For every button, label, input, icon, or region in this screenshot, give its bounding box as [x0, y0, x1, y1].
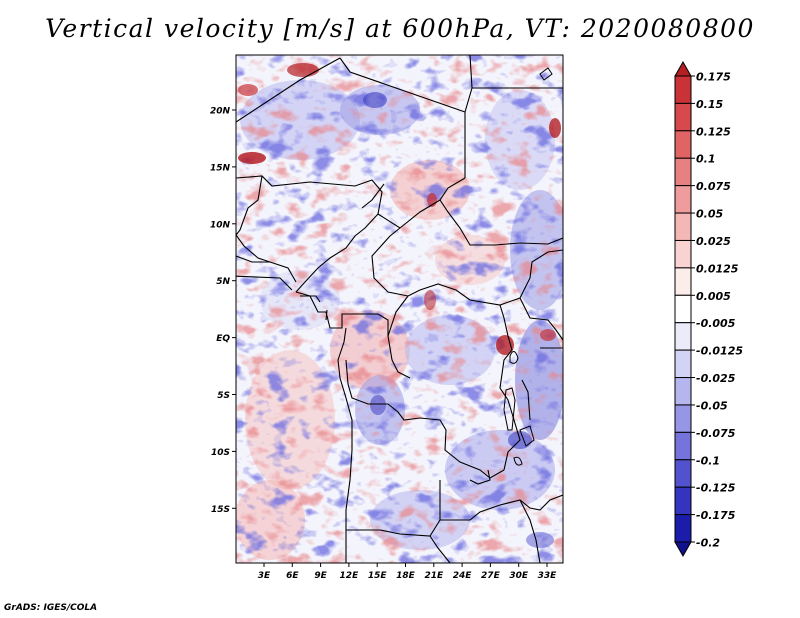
colorbar-box	[674, 239, 692, 269]
lat-label: 10S	[211, 448, 230, 458]
colorbar-label: 0.175	[696, 71, 731, 84]
colorbar-label: -0.0125	[696, 345, 743, 358]
lon-label: 3E	[258, 571, 271, 581]
colorbar-label: -0.075	[696, 427, 736, 440]
colorbar-box	[674, 294, 692, 324]
colorbar-box	[674, 514, 692, 543]
colorbar-label: 0.025	[696, 235, 731, 248]
colorbar-box	[674, 431, 692, 461]
colorbar-label: -0.2	[696, 537, 720, 550]
lon-label: 15E	[368, 571, 388, 581]
colorbar-label: -0.05	[696, 399, 728, 412]
colorbar-label: -0.175	[696, 509, 736, 522]
colorbar-box	[674, 75, 692, 104]
longitude-axis: 3E 6E 9E 12E 15E 18E 21E 24E 27E 30E 33E	[258, 563, 557, 581]
colorbar-box	[674, 404, 692, 433]
grads-credit: GrADS: IGES/COLA	[4, 603, 98, 613]
lon-label: 18E	[396, 571, 416, 581]
lon-label: 30E	[509, 571, 529, 581]
colorbar-label: 0.1	[696, 153, 716, 166]
lat-label: 10N	[210, 220, 231, 230]
colorbar-label: 0.05	[696, 208, 723, 221]
lat-label: 20N	[210, 107, 231, 117]
lon-label: 6E	[286, 571, 299, 581]
map-frame	[235, 54, 564, 564]
colorbar-labels: 0.175 0.15 0.125 0.1 0.075 0.05 0.025 0.0125 0.0…	[691, 71, 743, 550]
colorbar-label: 0.075	[696, 180, 731, 193]
lat-label: 15N	[210, 163, 231, 173]
country-borders	[236, 55, 563, 563]
lon-label: 24E	[453, 571, 473, 581]
colorbar-box	[674, 486, 692, 516]
colorbar-label: -0.1	[696, 454, 720, 467]
colorbar-label: -0.025	[696, 372, 736, 385]
colorbar-boxes	[674, 60, 692, 558]
colorbar-box	[674, 185, 692, 214]
colorbar-max-triangle	[674, 60, 692, 77]
colorbar-label: -0.125	[696, 482, 736, 495]
lat-label: 5S	[217, 391, 230, 401]
colorbar-box	[674, 267, 692, 296]
lon-label: 12E	[340, 571, 360, 581]
colorbar-label: 0.125	[696, 125, 731, 138]
lon-label: 9E	[314, 571, 327, 581]
lon-label: 27E	[481, 571, 501, 581]
colorbar-box	[674, 349, 692, 379]
lon-label: 21E	[424, 571, 444, 581]
colorbar-box	[674, 157, 692, 187]
colorbar-box	[674, 130, 692, 159]
colorbar-box	[674, 377, 692, 406]
velocity-field	[236, 55, 563, 563]
lakes	[503, 67, 553, 466]
lat-label: 15S	[211, 505, 230, 515]
chart-title: Vertical velocity [m/s] at 600hPa, VT: 2…	[45, 14, 755, 43]
colorbar-label: -0.005	[696, 317, 736, 330]
colorbar-box	[674, 102, 692, 132]
colorbar-box	[674, 459, 692, 488]
colorbar-label: 0.0125	[696, 262, 739, 275]
colorbar-box	[674, 212, 692, 241]
latitude-axis: 20N 15N 10N 5N EQ 5S 10S 15S	[210, 107, 236, 515]
colorbar-box	[674, 322, 692, 351]
lat-label: EQ	[216, 334, 230, 344]
colorbar-label: 0.15	[696, 98, 723, 111]
lon-label: 33E	[538, 571, 558, 581]
colorbar-min-triangle	[674, 541, 692, 558]
lat-label: 5N	[216, 277, 230, 287]
colorbar-label: 0.005	[696, 290, 731, 303]
